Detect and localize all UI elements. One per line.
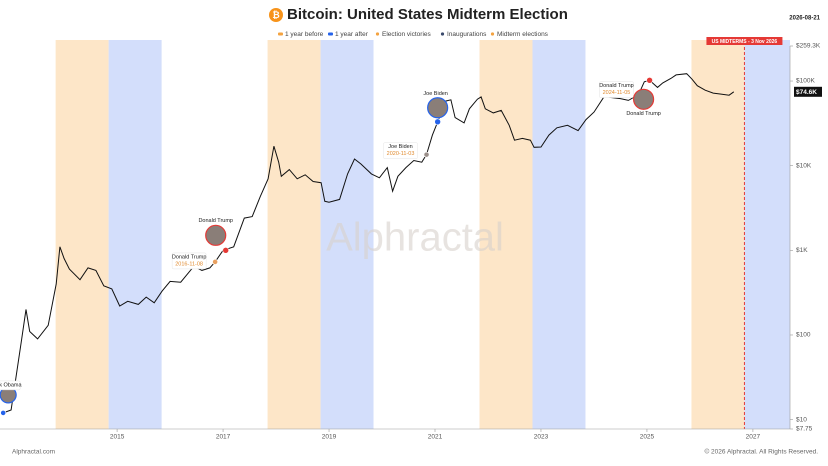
current-label: $74.6K [796,89,817,96]
legend-label: 1 year before [285,31,324,38]
x-tick-label: 2017 [216,434,231,441]
inauguration-marker [646,77,653,84]
annotation-label: Barack Obama [0,382,22,388]
y-tick-label: $100 [796,332,811,339]
after-band [320,40,374,429]
midterm-label: US MIDTERMS - 3 Nov 2026 [712,39,778,45]
annotation-box [599,81,634,98]
date: 2026-08-21 [789,16,820,22]
y-tick-label: $10K [796,162,812,169]
legend-swatch [278,32,283,36]
victory-marker [212,258,219,265]
y-tick-label: $10 [796,416,807,423]
x-tick-label: 2019 [322,434,337,441]
before-band [479,40,533,429]
bands [55,40,790,429]
current-label-bg [794,86,822,97]
annotation-label: Donald Trump [626,111,661,117]
annotation-box [0,380,21,391]
plot: US MIDTERMS - 3 Nov 2026 $7.75 $10 $100 $1K $… [0,37,822,441]
victory-marker [0,410,7,416]
annotation-label: Donald Trump [599,83,634,89]
victory-marker [423,151,430,158]
y-tick-label: $259.3K [796,43,821,50]
annotation-label: Joe Biden [423,91,447,97]
legend-swatch [490,32,495,36]
x-tick-label: 2025 [640,434,655,441]
footer-left: Alphractal.com [12,449,55,456]
after-band [744,40,790,429]
legend-swatch [440,32,445,36]
y-tick-label: $100K [796,78,815,85]
legend-swatch [375,32,380,36]
annotation-label: Joe Biden [388,144,412,150]
before-band [691,40,745,429]
x-tick-label: 2021 [428,434,443,441]
legend-label: 1 year after [335,31,369,38]
portrait [427,97,449,119]
chart-title: Bitcoin: United States Midterm Election [287,6,568,23]
legend-label: Midterm elections [497,31,549,38]
legend-swatch [328,32,333,36]
bitcoin-symbol: ₿ [272,10,279,20]
x-tick-label: 2015 [110,434,125,441]
annotation-box [383,142,418,159]
x-tick-label: 2023 [534,434,549,441]
legend-label: Election victories [382,31,432,38]
y-tick-label: $7.75 [796,426,813,433]
inauguration-marker [222,247,230,254]
before-band [55,40,109,429]
annotation-box [171,252,207,270]
portrait [632,88,655,110]
annotation-label: 2016-11-08 [175,261,203,267]
midterm-label-bg [706,37,783,45]
annotation-label: Donald Trump [172,254,207,260]
annotation-label: 2020-11-03 [387,151,415,157]
portrait [205,224,227,246]
after-band [108,40,162,429]
after-band [532,40,586,429]
x-tick-label: 2027 [746,434,761,441]
legend-label: Inaugurations [447,31,487,38]
annotation-label: Donald Trump [198,218,233,224]
bitcoin-icon [269,8,283,22]
footer-right: © 2026 Alphractal. All Rights Reserved. [704,448,818,456]
inauguration-marker [434,118,441,126]
annotation-label: 2024-11-05 [603,90,631,96]
watermark: Alphractal [326,216,504,260]
before-band [267,40,321,429]
price-line [3,73,735,414]
y-tick-label: $1K [796,247,808,254]
